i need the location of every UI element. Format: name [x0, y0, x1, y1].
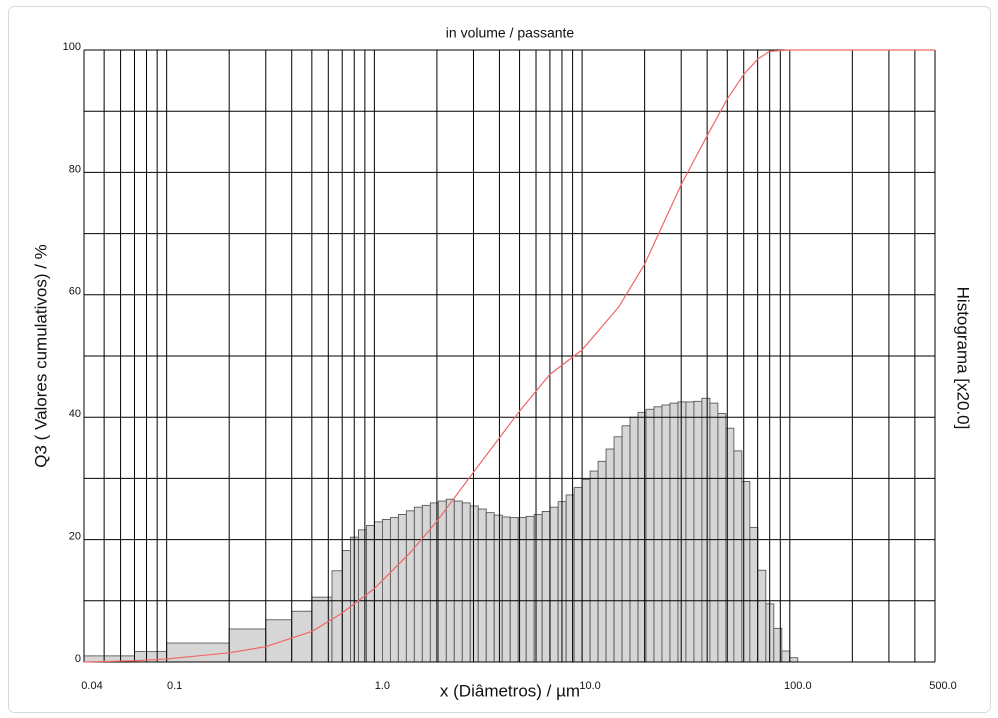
y-tick-label: 0: [75, 653, 81, 665]
histogram-bar: [461, 502, 471, 663]
chart-title: in volume / passante: [446, 25, 575, 41]
histogram-bar: [421, 504, 431, 663]
histogram-bar: [437, 500, 447, 663]
y-axis-label: Q3 ( Valores cumulativos) / %: [31, 244, 50, 468]
x-axis-label: x (Diâmetros) / µm: [440, 681, 580, 700]
x-tick-label: 0.1: [167, 680, 182, 692]
y-tick-label: 60: [69, 286, 81, 298]
histogram-bar: [549, 506, 559, 663]
histogram-bar: [405, 510, 415, 663]
histogram-bar: [605, 448, 615, 663]
histogram-bar: [589, 470, 599, 663]
histogram-bar: [397, 514, 407, 663]
histogram-bar: [485, 512, 495, 663]
histogram-bar: [669, 402, 679, 663]
histogram-bar: [469, 505, 479, 663]
histogram-bar: [477, 508, 487, 663]
histogram-bar: [749, 526, 759, 663]
histogram-bar: [781, 650, 791, 663]
histogram-bar: [541, 511, 551, 663]
histogram-bar: [453, 500, 463, 663]
histogram-bar: [733, 450, 743, 663]
histogram-bar: [573, 487, 583, 663]
y2-axis-label: Histograma [x20.0]: [954, 287, 973, 430]
histogram-bar: [445, 498, 455, 663]
histogram-bar: [413, 506, 423, 663]
histogram-bar: [645, 408, 655, 663]
histogram-bar: [166, 642, 230, 663]
histogram-bar: [757, 569, 767, 663]
histogram-bar: [342, 550, 351, 663]
histogram-bar: [381, 519, 391, 663]
histogram-bar: [533, 514, 543, 663]
histogram-bar: [685, 401, 695, 663]
y-tick-label: 80: [69, 163, 81, 175]
x-tick-label: 500.0: [929, 680, 957, 692]
histogram-bar: [597, 460, 607, 663]
histogram-bar: [621, 425, 631, 663]
x-tick-label: 100.0: [784, 680, 812, 692]
histogram-bar: [525, 515, 535, 663]
histogram-bar: [653, 406, 663, 663]
y-tick-label: 40: [69, 408, 81, 420]
histogram-bar: [265, 619, 293, 663]
histogram-bar: [613, 436, 623, 663]
y-tick-label: 20: [69, 531, 81, 543]
x-tick-label: 10.0: [579, 680, 600, 692]
histogram-bar: [677, 401, 687, 663]
y-tick-label: 100: [63, 41, 81, 53]
plot-area: [83, 49, 936, 663]
histogram-bar: [717, 413, 727, 663]
histogram-bar: [741, 481, 751, 663]
histogram-bar: [581, 479, 591, 663]
histogram-bar: [661, 404, 671, 663]
histogram-bar: [228, 628, 267, 663]
x-tick-label: 1.0: [375, 680, 390, 692]
histogram-bar: [501, 516, 511, 663]
histogram-bar: [709, 402, 719, 663]
histogram-bar: [493, 514, 503, 663]
histogram-bar: [373, 521, 383, 663]
histogram-bar: [693, 400, 703, 663]
histogram-bar: [789, 657, 799, 663]
cumulative-line: [83, 49, 935, 663]
histogram-bar: [701, 397, 711, 663]
x-tick-label: 0.04: [81, 680, 102, 692]
